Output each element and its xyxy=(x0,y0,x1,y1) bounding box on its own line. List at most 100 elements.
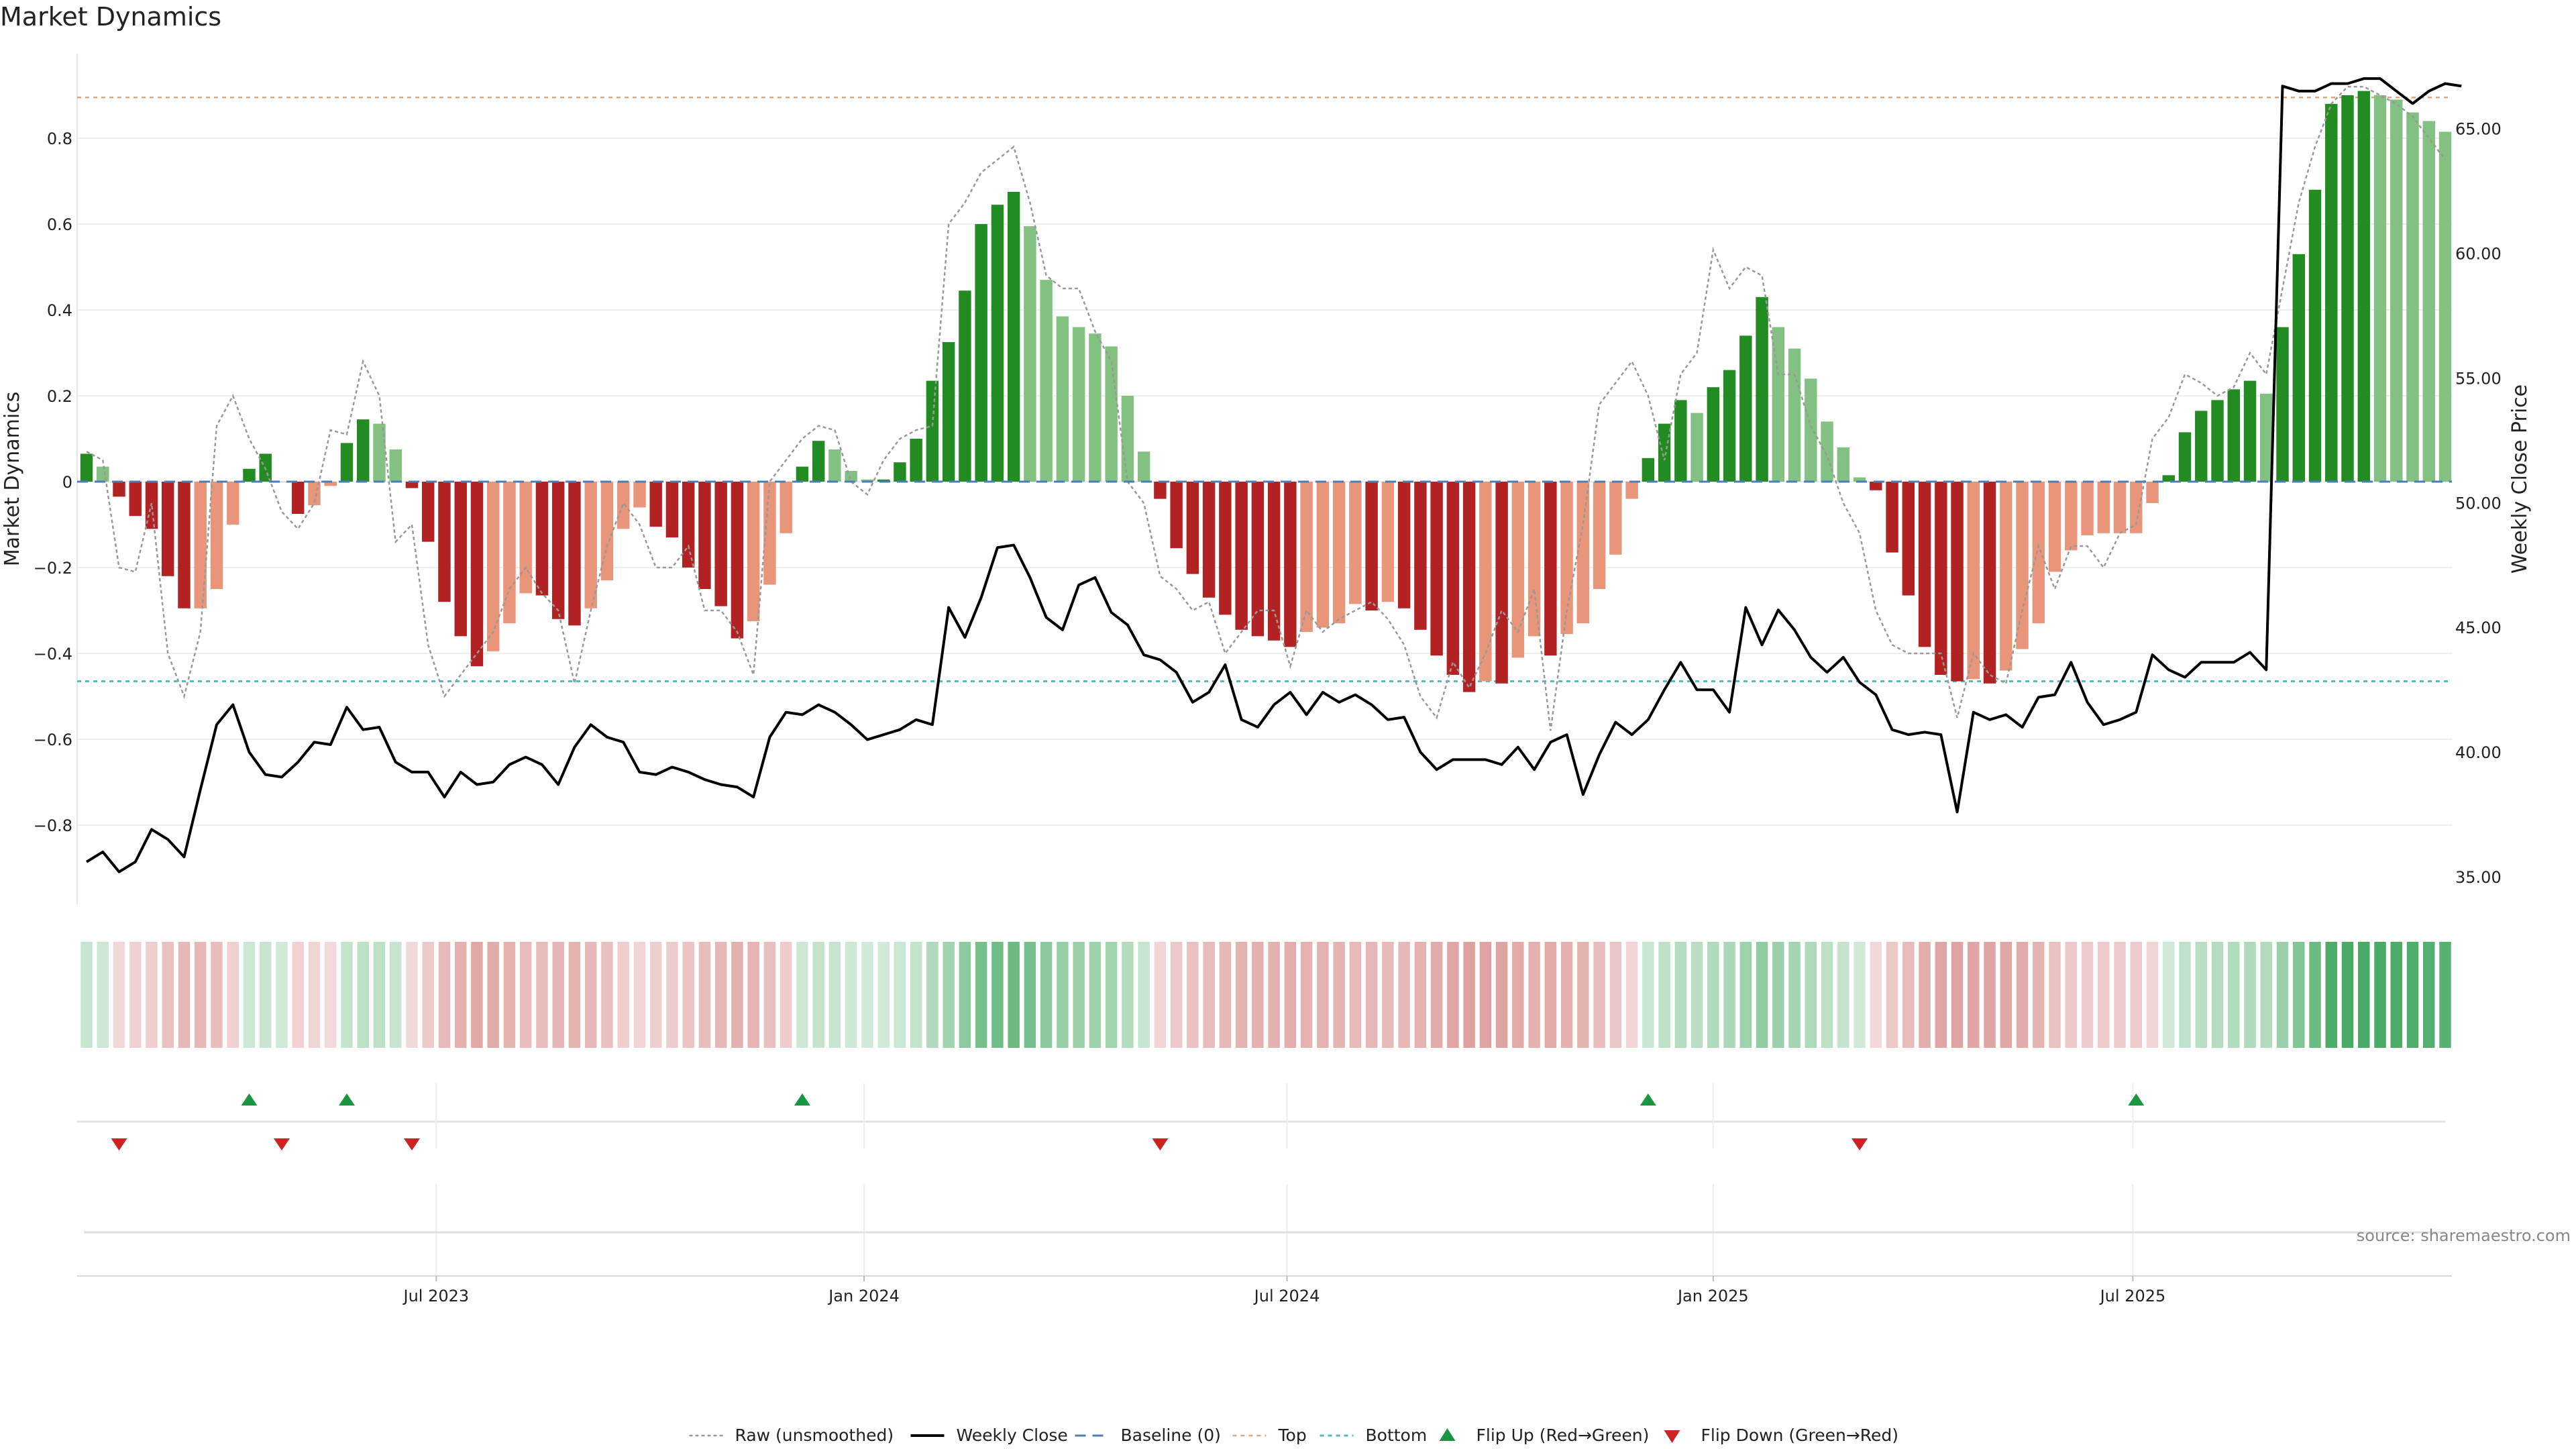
dynamics-bar xyxy=(2000,482,2012,671)
dynamics-bar xyxy=(1690,413,1703,482)
dynamics-bar xyxy=(1609,482,1622,555)
heatmap-cell xyxy=(991,942,1004,1048)
dynamics-bar xyxy=(2113,482,2127,533)
dynamics-bar xyxy=(2390,99,2403,482)
heatmap-cell xyxy=(2211,942,2224,1048)
dynamics-bar xyxy=(1674,400,1687,482)
heatmap-cell xyxy=(1089,942,1102,1048)
heatmap-cell xyxy=(926,942,938,1048)
legend-label: Weekly Close xyxy=(957,1426,1068,1445)
dynamics-bar xyxy=(1446,482,1460,675)
heatmap-cell xyxy=(113,942,125,1048)
dynamics-bar xyxy=(1495,482,1508,684)
heatmap-cell xyxy=(2033,942,2045,1048)
dynamics-bar xyxy=(1007,192,1020,482)
heatmap-cell xyxy=(649,942,662,1048)
heatmap-cell xyxy=(1284,942,1297,1048)
x-tick-label: Jul 2025 xyxy=(2099,1287,2166,1305)
dynamics-bar xyxy=(243,468,256,482)
heatmap-cell xyxy=(975,942,987,1048)
heatmap-cell xyxy=(1398,942,1410,1048)
flip-down-marker xyxy=(273,1138,290,1150)
heatmap-cell xyxy=(1235,942,1248,1048)
heatmap-cell xyxy=(1577,942,1589,1048)
dynamics-bar xyxy=(1544,482,1557,656)
heatmap-cell xyxy=(2114,942,2126,1048)
heatmap-cell xyxy=(308,942,321,1048)
right-y-tick-label: 35.00 xyxy=(2455,868,2502,887)
dynamics-bar xyxy=(747,482,760,621)
dynamics-bar xyxy=(1935,482,1947,675)
heatmap-cell xyxy=(146,942,158,1048)
heatmap-cell xyxy=(796,942,808,1048)
dynamics-bar xyxy=(1024,226,1036,482)
dynamics-bar xyxy=(1316,482,1330,628)
bottom-panel-gridlines xyxy=(435,1184,2134,1276)
dynamics-bar xyxy=(1772,327,1785,482)
heatmap-cell xyxy=(1252,942,1264,1048)
heatmap-cell xyxy=(2423,942,2435,1048)
heatmap-cell xyxy=(1560,942,1573,1048)
heatmap-cell xyxy=(2390,942,2402,1048)
heatmap-cell xyxy=(1057,942,1069,1048)
dynamics-bar xyxy=(535,482,549,596)
dynamics-bar xyxy=(97,466,109,482)
dynamics-bar xyxy=(1219,482,1232,615)
dynamics-bar xyxy=(780,482,792,533)
heatmap-cell xyxy=(1105,942,1118,1048)
flip-down-marker xyxy=(403,1138,420,1150)
dynamics-bar xyxy=(1902,482,1915,596)
heatmap-cell xyxy=(1805,942,1817,1048)
dynamics-bar xyxy=(178,482,191,608)
heatmap-cell xyxy=(1154,942,1167,1048)
heatmap-cell xyxy=(1040,942,1053,1048)
heatmap-cell xyxy=(2098,942,2110,1048)
dynamics-bar xyxy=(470,482,484,667)
heatmap-cell xyxy=(324,942,337,1048)
main-plot-area: 0.8 0.6 0.4 0.2 0 −0.2 −0.4 −0.6 −0.8 65.00 60.00… xyxy=(1,54,2532,904)
x-tick-label: Jan 2024 xyxy=(827,1287,900,1305)
dynamics-bar xyxy=(324,482,337,486)
dynamics-bar xyxy=(1967,482,1980,680)
right-y-tick-label: 45.00 xyxy=(2455,619,2502,637)
heatmap-cell xyxy=(894,942,906,1048)
legend-item-price: Weekly Close xyxy=(910,1426,1068,1445)
heatmap-cell xyxy=(2406,942,2419,1048)
left-y-tick-label: 0.4 xyxy=(47,301,72,320)
dynamics-bars xyxy=(80,91,2452,692)
heatmap-cell xyxy=(2358,942,2370,1048)
heatmap-cell xyxy=(1642,942,1654,1048)
heatmap-cell xyxy=(2163,942,2175,1048)
flip-up-marker xyxy=(2128,1093,2145,1106)
heatmap-cell xyxy=(1609,942,1622,1048)
right-y-tick-label: 55.00 xyxy=(2455,369,2502,388)
legend-item-raw: Raw (unsmoothed) xyxy=(689,1426,894,1445)
weekly-close-line xyxy=(85,77,2462,873)
legend-swatch xyxy=(1439,1428,1456,1441)
heatmap-cell xyxy=(519,942,532,1048)
heatmap-cell xyxy=(2309,942,2321,1048)
heatmap-cell xyxy=(1268,942,1280,1048)
heatmap-cell xyxy=(1024,942,1036,1048)
legend-swatch xyxy=(1664,1430,1680,1443)
dynamics-bar xyxy=(227,482,239,525)
dynamics-bar xyxy=(698,482,711,589)
left-y-tick-label: 0.6 xyxy=(47,215,72,234)
left-y-axis-ticks: 0.8 0.6 0.4 0.2 0 −0.2 −0.4 −0.6 −0.8 xyxy=(34,129,72,835)
heatmap-cell xyxy=(1333,942,1345,1048)
right-y-tick-label: 50.00 xyxy=(2455,494,2502,513)
heatmap-cell xyxy=(2374,942,2386,1048)
dynamics-bar xyxy=(812,441,825,482)
dynamics-bar xyxy=(454,482,467,637)
heatmap-cell xyxy=(503,942,516,1048)
flip-up-marker xyxy=(794,1093,810,1106)
dynamics-bar xyxy=(2422,121,2435,482)
dynamics-bar xyxy=(1186,482,1199,574)
dynamics-bar xyxy=(894,462,906,482)
heatmap-cell xyxy=(2228,942,2240,1048)
heatmap-cell xyxy=(1365,942,1378,1048)
dynamics-bar xyxy=(1121,396,1134,482)
heatmap-cell xyxy=(601,942,613,1048)
dynamics-bar xyxy=(1756,297,1768,482)
